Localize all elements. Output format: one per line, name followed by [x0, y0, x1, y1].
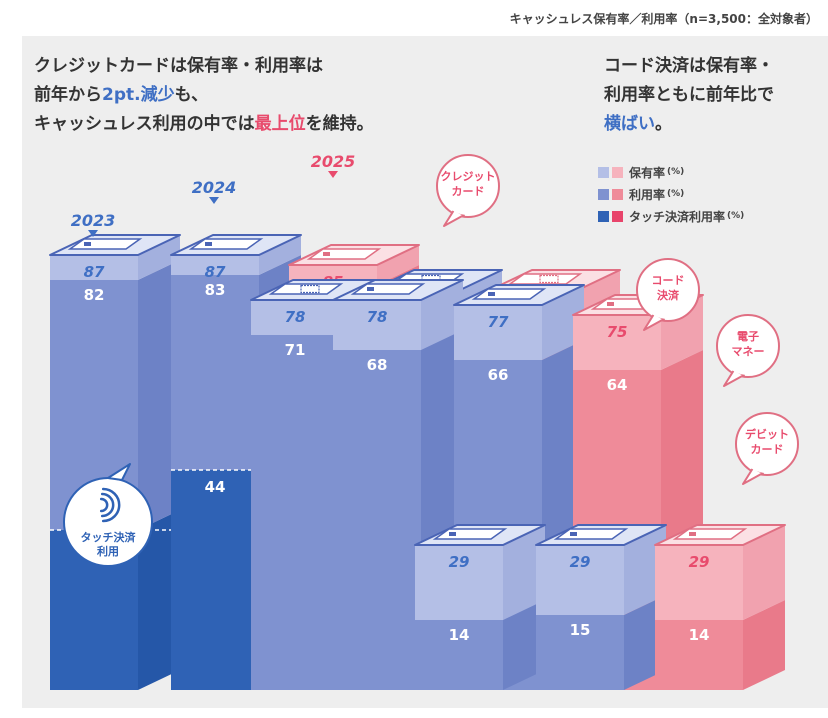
- bar-holding-segment: [415, 545, 503, 620]
- bar-holding-side: [743, 525, 785, 620]
- label-holding: 78: [367, 308, 388, 326]
- year-label: 2025: [311, 152, 356, 171]
- label-usage: 14: [449, 626, 470, 644]
- headline-left-line1: クレジットカードは保有率・利用率は: [34, 56, 323, 76]
- label-usage: 83: [205, 281, 226, 299]
- bar-デビットカード-2025: 29 14: [654, 524, 786, 690]
- bar-クレジットカード-2023: 878232: [49, 234, 181, 690]
- bar-holding-segment: [454, 305, 542, 360]
- label-usage: 66: [488, 366, 509, 384]
- headline-right-line3: 横ばい。: [604, 114, 672, 134]
- label-holding: 87: [205, 263, 226, 281]
- bubble-credit: クレジットカード: [436, 154, 500, 227]
- bar-holding-segment: [333, 300, 421, 350]
- bar-holding-segment: [171, 255, 259, 275]
- year-marker: [88, 230, 98, 237]
- svg-text:電子: 電子: [737, 330, 759, 343]
- card-icon: [432, 528, 508, 540]
- headline-right-line1: コード決済は保有率・: [604, 56, 774, 76]
- bar-usage-segment: [536, 615, 624, 690]
- card-icon: [67, 238, 143, 250]
- headline-left-line2: 前年から2pt.減少も、: [34, 85, 209, 105]
- legend-item-holding: 保有率 (%): [598, 164, 684, 180]
- contactless-icon: [99, 487, 121, 523]
- year-marker: [328, 171, 338, 178]
- svg-text:クレジット: クレジット: [441, 170, 496, 183]
- bar-usage-segment: [333, 350, 421, 690]
- svg-text:カード: カード: [452, 185, 485, 198]
- legend-swatch-blue: [598, 188, 609, 200]
- bar-holding-side: [377, 245, 419, 285]
- bar-touch-segment: [171, 470, 259, 690]
- label-holding: 77: [488, 313, 509, 331]
- bar-デビットカード-2023: 29 14: [414, 524, 546, 690]
- qr-device-icon: [268, 283, 344, 295]
- label-usage: 68: [367, 356, 388, 374]
- bar-usage-segment: [415, 620, 503, 690]
- label-holding: 87: [84, 263, 105, 281]
- year-label: 2023: [71, 211, 116, 230]
- legend-swatch-red: [612, 210, 623, 222]
- bar-usage-segment: [171, 275, 259, 470]
- legend-swatch-red: [612, 188, 623, 200]
- legend-item-touch: タッチ決済利用率 (%): [598, 208, 744, 224]
- label-holding: 78: [285, 308, 306, 326]
- label-usage: 82: [84, 286, 105, 304]
- svg-text:コード: コード: [652, 274, 685, 287]
- bar-holding-side: [421, 280, 463, 350]
- bar-デビットカード-2024: 29 15: [535, 524, 667, 690]
- card-icon: [672, 528, 748, 540]
- label-usage: 14: [689, 626, 710, 644]
- bar-holding-segment: [573, 315, 661, 370]
- decor-layer: 202320242025クレジットカードコード決済電子マネーデビットカードタッチ…: [63, 152, 799, 567]
- svg-text:利用: 利用: [97, 544, 119, 558]
- bar-holding-segment: [655, 545, 743, 620]
- legend-swatch-blue: [598, 166, 609, 178]
- card-icon: [471, 288, 547, 300]
- bar-holding-side: [259, 235, 301, 275]
- legend-item-usage: 利用率 (%): [598, 186, 684, 202]
- survey-caption: キャッシュレス保有率／利用率（n=3,500：全対象者）: [509, 12, 818, 26]
- bar-usage-side: [743, 600, 785, 690]
- bar-usage-segment: [251, 335, 339, 690]
- svg-text:カード: カード: [751, 443, 784, 456]
- label-holding: 29: [570, 553, 591, 571]
- svg-text:マネー: マネー: [732, 345, 765, 358]
- label-usage: 71: [285, 341, 306, 359]
- bar-touch-side: [138, 510, 180, 690]
- card-icon: [188, 238, 264, 250]
- svg-text:タッチ決済: タッチ決済: [81, 530, 137, 544]
- bar-holding-side: [138, 235, 180, 280]
- year-label: 2024: [192, 178, 237, 197]
- bar-usage-side: [503, 600, 545, 690]
- label-holding: 29: [449, 553, 470, 571]
- card-icon: [350, 283, 426, 295]
- bar-holding-side: [503, 525, 545, 620]
- bar-holding-segment: [50, 255, 138, 280]
- label-touch: 44: [205, 478, 226, 496]
- year-marker: [209, 197, 219, 204]
- legend-swatch-red: [612, 166, 623, 178]
- label-usage: 15: [570, 621, 591, 639]
- legend-swatch-blue: [598, 210, 609, 222]
- headline-right-line2: 利用率ともに前年比で: [604, 85, 774, 105]
- bar-holding-segment: [536, 545, 624, 615]
- svg-text:デビット: デビット: [745, 427, 789, 441]
- bubble-touch: タッチ決済利用: [63, 463, 153, 567]
- bar-holding-segment: [251, 300, 339, 335]
- card-icon: [553, 528, 629, 540]
- headline-left-line3: キャッシュレス利用の中では最上位を維持。: [34, 114, 374, 134]
- bar-usage-side: [138, 260, 180, 530]
- card-icon: [306, 248, 382, 260]
- label-usage: 64: [607, 376, 628, 394]
- bubble-code: コード決済: [636, 258, 700, 331]
- label-holding: 75: [607, 323, 628, 341]
- label-holding: 29: [689, 553, 710, 571]
- svg-text:決済: 決済: [657, 288, 680, 302]
- bar-usage-segment: [655, 620, 743, 690]
